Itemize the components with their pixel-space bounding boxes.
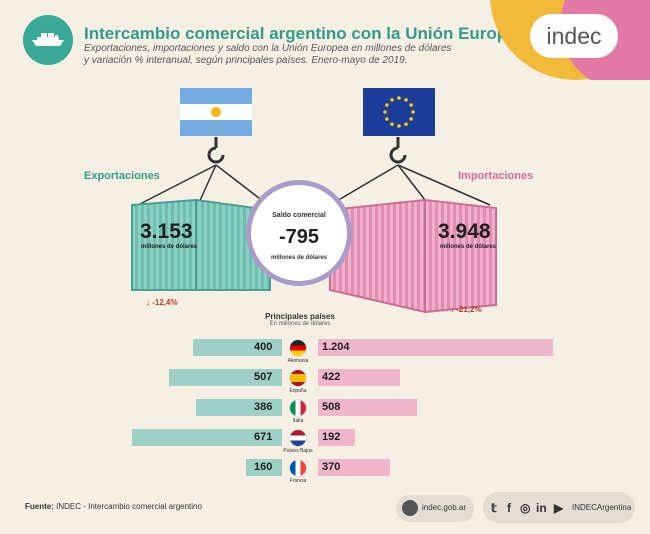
imports-bar: [318, 339, 553, 356]
country-flag-icon: [289, 339, 307, 357]
imports-bar-label: 192: [322, 431, 341, 443]
imports-bar-label: 370: [322, 461, 341, 473]
imports-bar-label: 508: [322, 401, 341, 413]
imports-bar: [318, 429, 356, 446]
country-flag-icon: [289, 459, 307, 477]
argentina-flag: [180, 88, 252, 136]
imports-variation: ↓ -21,2%: [450, 305, 482, 314]
country-name: Alemania: [287, 358, 309, 364]
exports-bar: [168, 369, 282, 386]
eu-star: [397, 124, 401, 128]
exports-unit: millones de dólares: [141, 244, 198, 250]
imports-bar: [318, 459, 391, 476]
globe-icon: [402, 500, 418, 516]
country-name: Países Bajos: [283, 448, 313, 454]
website-link[interactable]: indec.gob.ar: [396, 495, 474, 522]
eu-star: [411, 110, 415, 114]
eu-star: [385, 117, 389, 121]
youtube-icon[interactable]: ▶: [554, 501, 564, 515]
countries-title: Principales países: [265, 312, 335, 321]
exports-bar-label: 160: [254, 461, 273, 473]
countries-subtitle: En millones de dólares: [269, 321, 331, 327]
eu-star: [397, 96, 401, 100]
country-name: Francia: [289, 478, 307, 484]
social-links[interactable]: 𝕥 f ◎ in ▶ INDECArgentina: [483, 492, 635, 523]
balance-value: -795: [278, 226, 320, 248]
exports-bar: [195, 399, 282, 416]
country-flag-icon: [289, 369, 307, 387]
ship-logo: [23, 15, 73, 65]
exports-bar-label: 400: [254, 341, 273, 353]
exports-bar-label: 386: [254, 401, 273, 413]
imports-unit: millones de dólares: [440, 244, 497, 250]
source-label: Fuente:: [25, 502, 54, 511]
website-text: indec.gob.ar: [422, 503, 467, 512]
balance-circle: Saldo comercial -795 millones de dólares: [246, 180, 352, 286]
indec-logo: indec: [530, 14, 618, 58]
eu-star: [390, 98, 394, 102]
imports-bar: [318, 369, 401, 386]
page-subtitle: Exportaciones, importaciones y saldo con…: [84, 43, 452, 66]
exports-bar: [192, 339, 282, 356]
eu-star: [390, 122, 394, 126]
country-name: España: [289, 388, 307, 394]
country-flag-icon: [289, 429, 307, 447]
eu-star: [404, 98, 408, 102]
social-handle: INDECArgentina: [572, 503, 632, 512]
eu-star: [404, 122, 408, 126]
imports-label: Importaciones: [458, 170, 534, 182]
exports-bar: [132, 429, 282, 446]
eu-star: [409, 103, 413, 107]
page-title: Intercambio comercial argentino con la U…: [84, 24, 527, 43]
eu-star: [409, 117, 413, 121]
balance-unit: millones de dólares: [270, 255, 328, 261]
instagram-icon[interactable]: ◎: [520, 501, 531, 515]
exports-bar-label: 507: [254, 371, 273, 383]
eu-flag: [363, 88, 435, 136]
eu-star: [385, 103, 389, 107]
imports-bar-label: 1.204: [322, 341, 350, 353]
source-note: Fuente: INDEC - Intercambio comercial ar…: [25, 502, 202, 511]
exports-bar-label: 671: [254, 431, 273, 443]
source-text: INDEC - Intercambio comercial argentino: [56, 502, 202, 511]
imports-bar: [318, 399, 418, 416]
facebook-icon[interactable]: f: [507, 501, 511, 515]
country-name: Italia: [292, 418, 304, 424]
country-flag-icon: [289, 399, 307, 417]
linkedin-icon[interactable]: in: [536, 501, 547, 515]
ship-icon: [32, 33, 64, 46]
eu-star: [383, 110, 387, 114]
imports-value: 3.948: [438, 220, 491, 243]
balance-title: Saldo comercial: [272, 212, 326, 219]
imports-bar-label: 422: [322, 371, 341, 383]
exports-label: Exportaciones: [84, 170, 160, 182]
exports-variation: ↓ -12,4%: [146, 298, 178, 307]
exports-bar: [246, 459, 282, 476]
exports-value: 3.153: [140, 220, 193, 243]
twitter-icon[interactable]: 𝕥: [491, 501, 497, 515]
